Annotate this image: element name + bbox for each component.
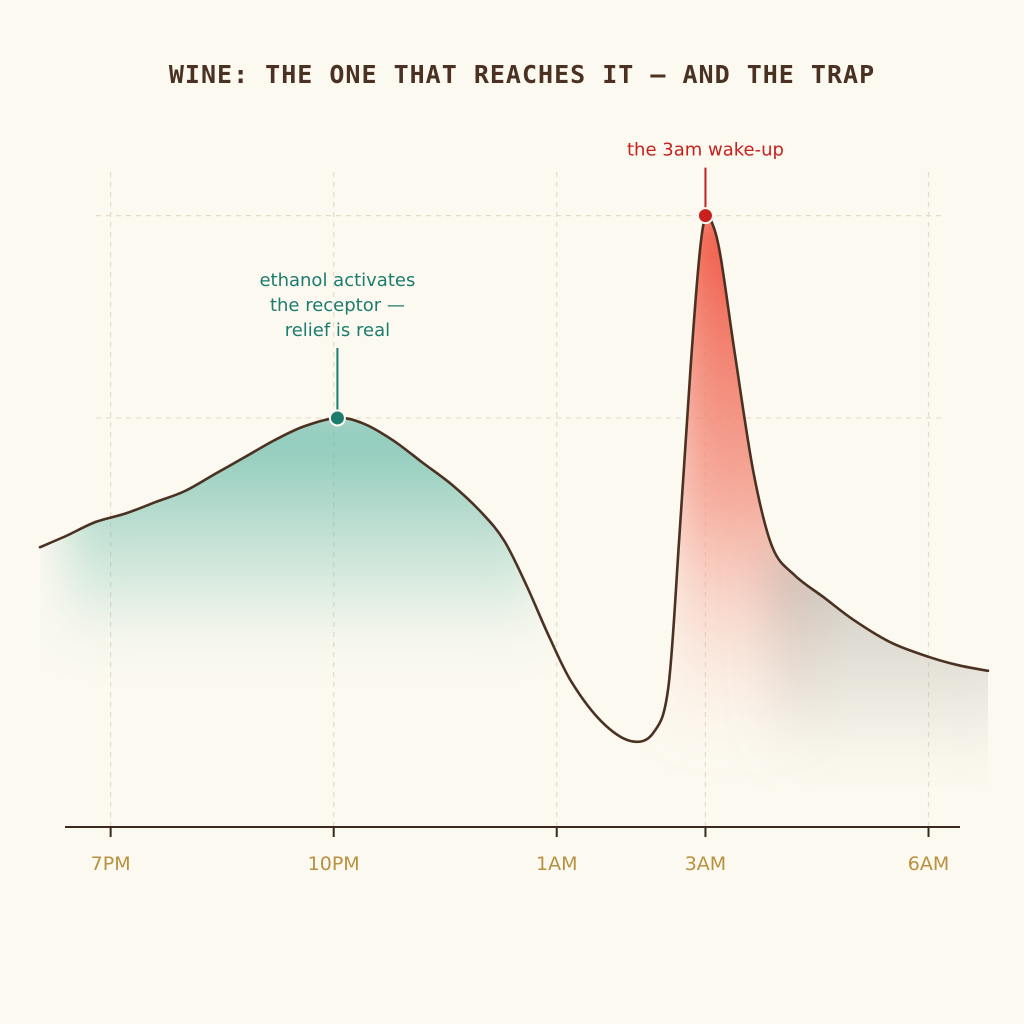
area-fill-aftermath — [772, 547, 988, 772]
annotation-relief: the receptor — — [270, 295, 405, 316]
area-fills — [66, 213, 988, 772]
peak-marker — [696, 207, 714, 225]
relief-marker — [328, 409, 346, 427]
annotation-wake-up: the 3am wake-up — [627, 140, 784, 161]
x-tick-label: 10PM — [308, 853, 360, 875]
annotation-relief: ethanol activates — [259, 270, 415, 291]
x-tick-label: 6AM — [908, 853, 949, 875]
x-tick-label: 3AM — [685, 853, 726, 875]
x-tick-label: 7PM — [91, 853, 131, 875]
x-axis-ticks: 7PM 10PM 1AM 3AM 6AM — [91, 827, 949, 875]
annotations: ethanol activates the receptor — relief is… — [259, 140, 784, 427]
grid-lines — [96, 172, 944, 827]
area-fill-relief — [66, 401, 542, 649]
chart-title: WINE: THE ONE THAT REACHES IT — AND THE … — [169, 60, 875, 89]
x-tick-label: 1AM — [536, 853, 577, 875]
series-line — [38, 211, 990, 744]
annotation-relief: relief is real — [285, 320, 390, 341]
